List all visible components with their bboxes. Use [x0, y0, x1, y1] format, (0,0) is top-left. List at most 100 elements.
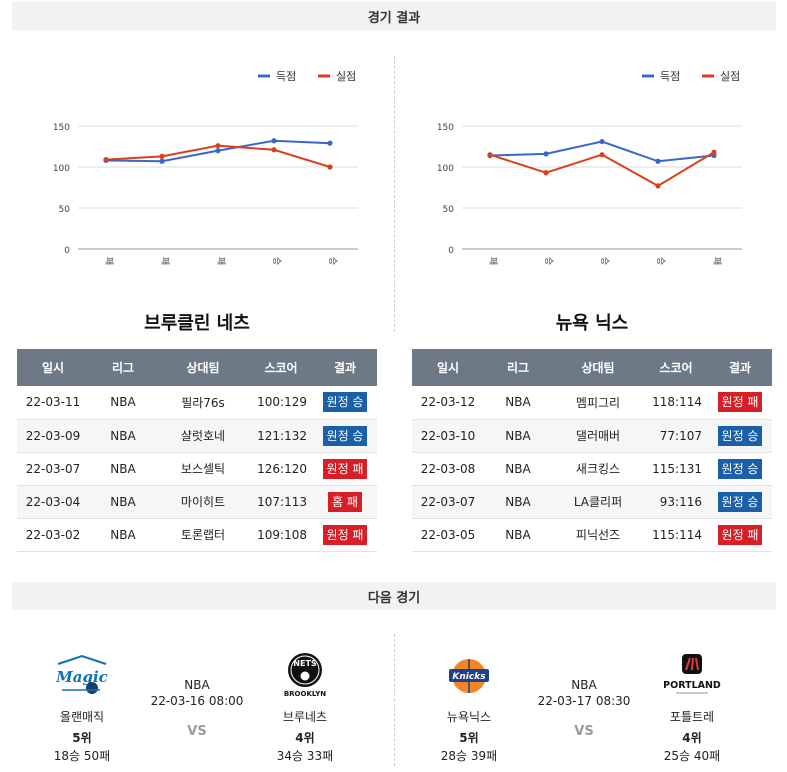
cell-result: 홈 패	[313, 485, 377, 519]
team-record: 34승 33패	[276, 749, 334, 763]
data-point	[543, 170, 549, 176]
y-tick-label: 0	[448, 246, 454, 256]
team-name: 뉴욕닉스	[446, 710, 492, 724]
col-header-score: 스코어	[249, 349, 313, 386]
cell-opponent: 피닉선즈	[552, 518, 644, 552]
x-tick-label: 패	[215, 257, 226, 265]
cell-score: 115:114	[644, 518, 708, 552]
cell-opponent: 새크킹스	[552, 452, 644, 486]
left-results-chart: 득점 실점 0 50 100 150 패 패 패 승 승	[20, 60, 390, 280]
cell-opponent: 필라76s	[157, 386, 249, 420]
cell-date: 22-03-07	[412, 485, 484, 519]
data-point	[159, 153, 165, 159]
cell-league: NBA	[484, 419, 552, 453]
legend-label: 득점	[660, 70, 680, 83]
legend-label: 실점	[336, 70, 356, 83]
col-header-date: 일시	[17, 349, 89, 386]
cell-result: 원정 승	[708, 419, 772, 453]
cell-opponent: 마이히트	[157, 485, 249, 519]
cell-score: 109:108	[249, 518, 313, 552]
result-badge: 원정 승	[322, 392, 368, 413]
table-row: 22-03-04 NBA 마이히트 107:113 홈 패	[17, 485, 377, 519]
x-tick-label: 패	[159, 257, 170, 265]
section-divider	[394, 634, 395, 766]
right-chart-svg: 득점 실점 0 50 100 150 패 승 승 승 패	[437, 70, 742, 265]
table-row: 22-03-09 NBA 샬럿호네 121:132 원정 승	[17, 419, 377, 453]
data-point	[215, 148, 221, 154]
result-badge: 원정 패	[717, 524, 763, 545]
cell-league: NBA	[484, 452, 552, 486]
cell-opponent: 토론랩터	[157, 518, 249, 552]
cell-score: 77:107	[644, 419, 708, 453]
team-rank: 5위	[459, 731, 479, 745]
results-section-header: 경기 결과	[12, 2, 776, 30]
data-point	[271, 147, 277, 153]
left-recent-games-table: 일시 리그 상대팀 스코어 결과 22-03-11 NBA 필라76s 100:129…	[17, 349, 377, 552]
away-team: NETS BROOKLYN 브루네츠 4위 34승 33패	[260, 650, 350, 764]
data-point	[159, 158, 165, 164]
cell-date: 22-03-05	[412, 518, 484, 552]
cell-opponent: 댈러매버	[552, 419, 644, 453]
svg-text:PORTLAND: PORTLAND	[663, 680, 721, 691]
home-team: Knicks 뉴욕닉스 5위 28승 39패	[424, 650, 514, 764]
cell-result: 원정 승	[313, 386, 377, 420]
game-league: NBA	[184, 678, 210, 692]
data-point	[103, 157, 109, 163]
col-header-opponent: 상대팀	[552, 349, 644, 386]
game-datetime: 22-03-16 08:00	[150, 694, 244, 708]
right-recent-games-table: 일시 리그 상대팀 스코어 결과 22-03-12 NBA 멤피그리 118:114 원…	[412, 349, 772, 552]
cell-result: 원정 승	[708, 485, 772, 519]
x-tick-label: 승	[543, 257, 554, 265]
series-line-scored	[489, 140, 715, 163]
table-row: 22-03-05 NBA 피닉선즈 115:114 원정 패	[412, 518, 772, 552]
cell-opponent: 샬럿호네	[157, 419, 249, 453]
result-badge: 홈 패	[328, 491, 362, 512]
next-game-card-2: Knicks 뉴욕닉스 5위 28승 39패 NBA 22-03-17 08:3…	[404, 640, 764, 770]
cell-date: 22-03-02	[17, 518, 89, 552]
cell-date: 22-03-04	[17, 485, 89, 519]
cell-opponent: 멤피그리	[552, 386, 644, 420]
data-point	[655, 183, 661, 189]
team-rank: 5위	[72, 731, 92, 745]
portland-trail-blazers-logo: PORTLAND	[663, 654, 721, 694]
y-tick-label: 150	[437, 123, 454, 133]
brooklyn-nets-logo: NETS BROOKLYN	[284, 653, 326, 698]
result-badge: 원정 패	[322, 524, 368, 545]
game-info: NBA 22-03-17 08:30	[524, 678, 644, 708]
left-chart-svg: 득점 실점 0 50 100 150 패 패 패 승 승	[53, 70, 358, 265]
cell-score: 107:113	[249, 485, 313, 519]
cell-opponent: LA클리퍼	[552, 485, 644, 519]
col-header-score: 스코어	[644, 349, 708, 386]
team-name: 올랜매직	[59, 710, 105, 724]
data-point	[655, 158, 661, 164]
svg-text:Knicks: Knicks	[452, 672, 486, 682]
result-badge: 원정 패	[322, 458, 368, 479]
table-row: 22-03-11 NBA 필라76s 100:129 원정 승	[17, 386, 377, 420]
x-tick-label: 패	[103, 257, 114, 265]
team-rank: 4위	[295, 731, 315, 745]
next-game-card-1: Magic 올랜매직 5위 18승 50패 NBA 22-03-16 08:00…	[17, 640, 377, 770]
result-badge: 원정 승	[717, 425, 763, 446]
data-point	[487, 152, 493, 158]
result-badge: 원정 패	[717, 392, 763, 413]
team-record: 25승 40패	[663, 749, 721, 763]
cell-league: NBA	[89, 419, 157, 453]
table-row: 22-03-10 NBA 댈러매버 77:107 원정 승	[412, 419, 772, 453]
table-row: 22-03-12 NBA 멤피그리 118:114 원정 패	[412, 386, 772, 420]
y-tick-label: 100	[437, 164, 454, 174]
section-divider	[394, 56, 395, 332]
result-badge: 원정 승	[717, 491, 763, 512]
svg-text:BROOKLYN: BROOKLYN	[284, 690, 326, 698]
game-info: NBA 22-03-16 08:00	[137, 678, 257, 708]
left-team-title: 브루클린 네츠	[144, 313, 250, 334]
data-point	[327, 164, 333, 170]
game-datetime: 22-03-17 08:30	[537, 694, 631, 708]
game-league: NBA	[571, 678, 597, 692]
team-name: 포틀트레	[669, 710, 715, 724]
data-point	[327, 140, 333, 146]
cell-score: 115:131	[644, 452, 708, 486]
cell-league: NBA	[484, 386, 552, 420]
table-row: 22-03-02 NBA 토론랩터 109:108 원정 패	[17, 518, 377, 552]
cell-league: NBA	[484, 485, 552, 519]
legend-label: 득점	[276, 70, 296, 83]
